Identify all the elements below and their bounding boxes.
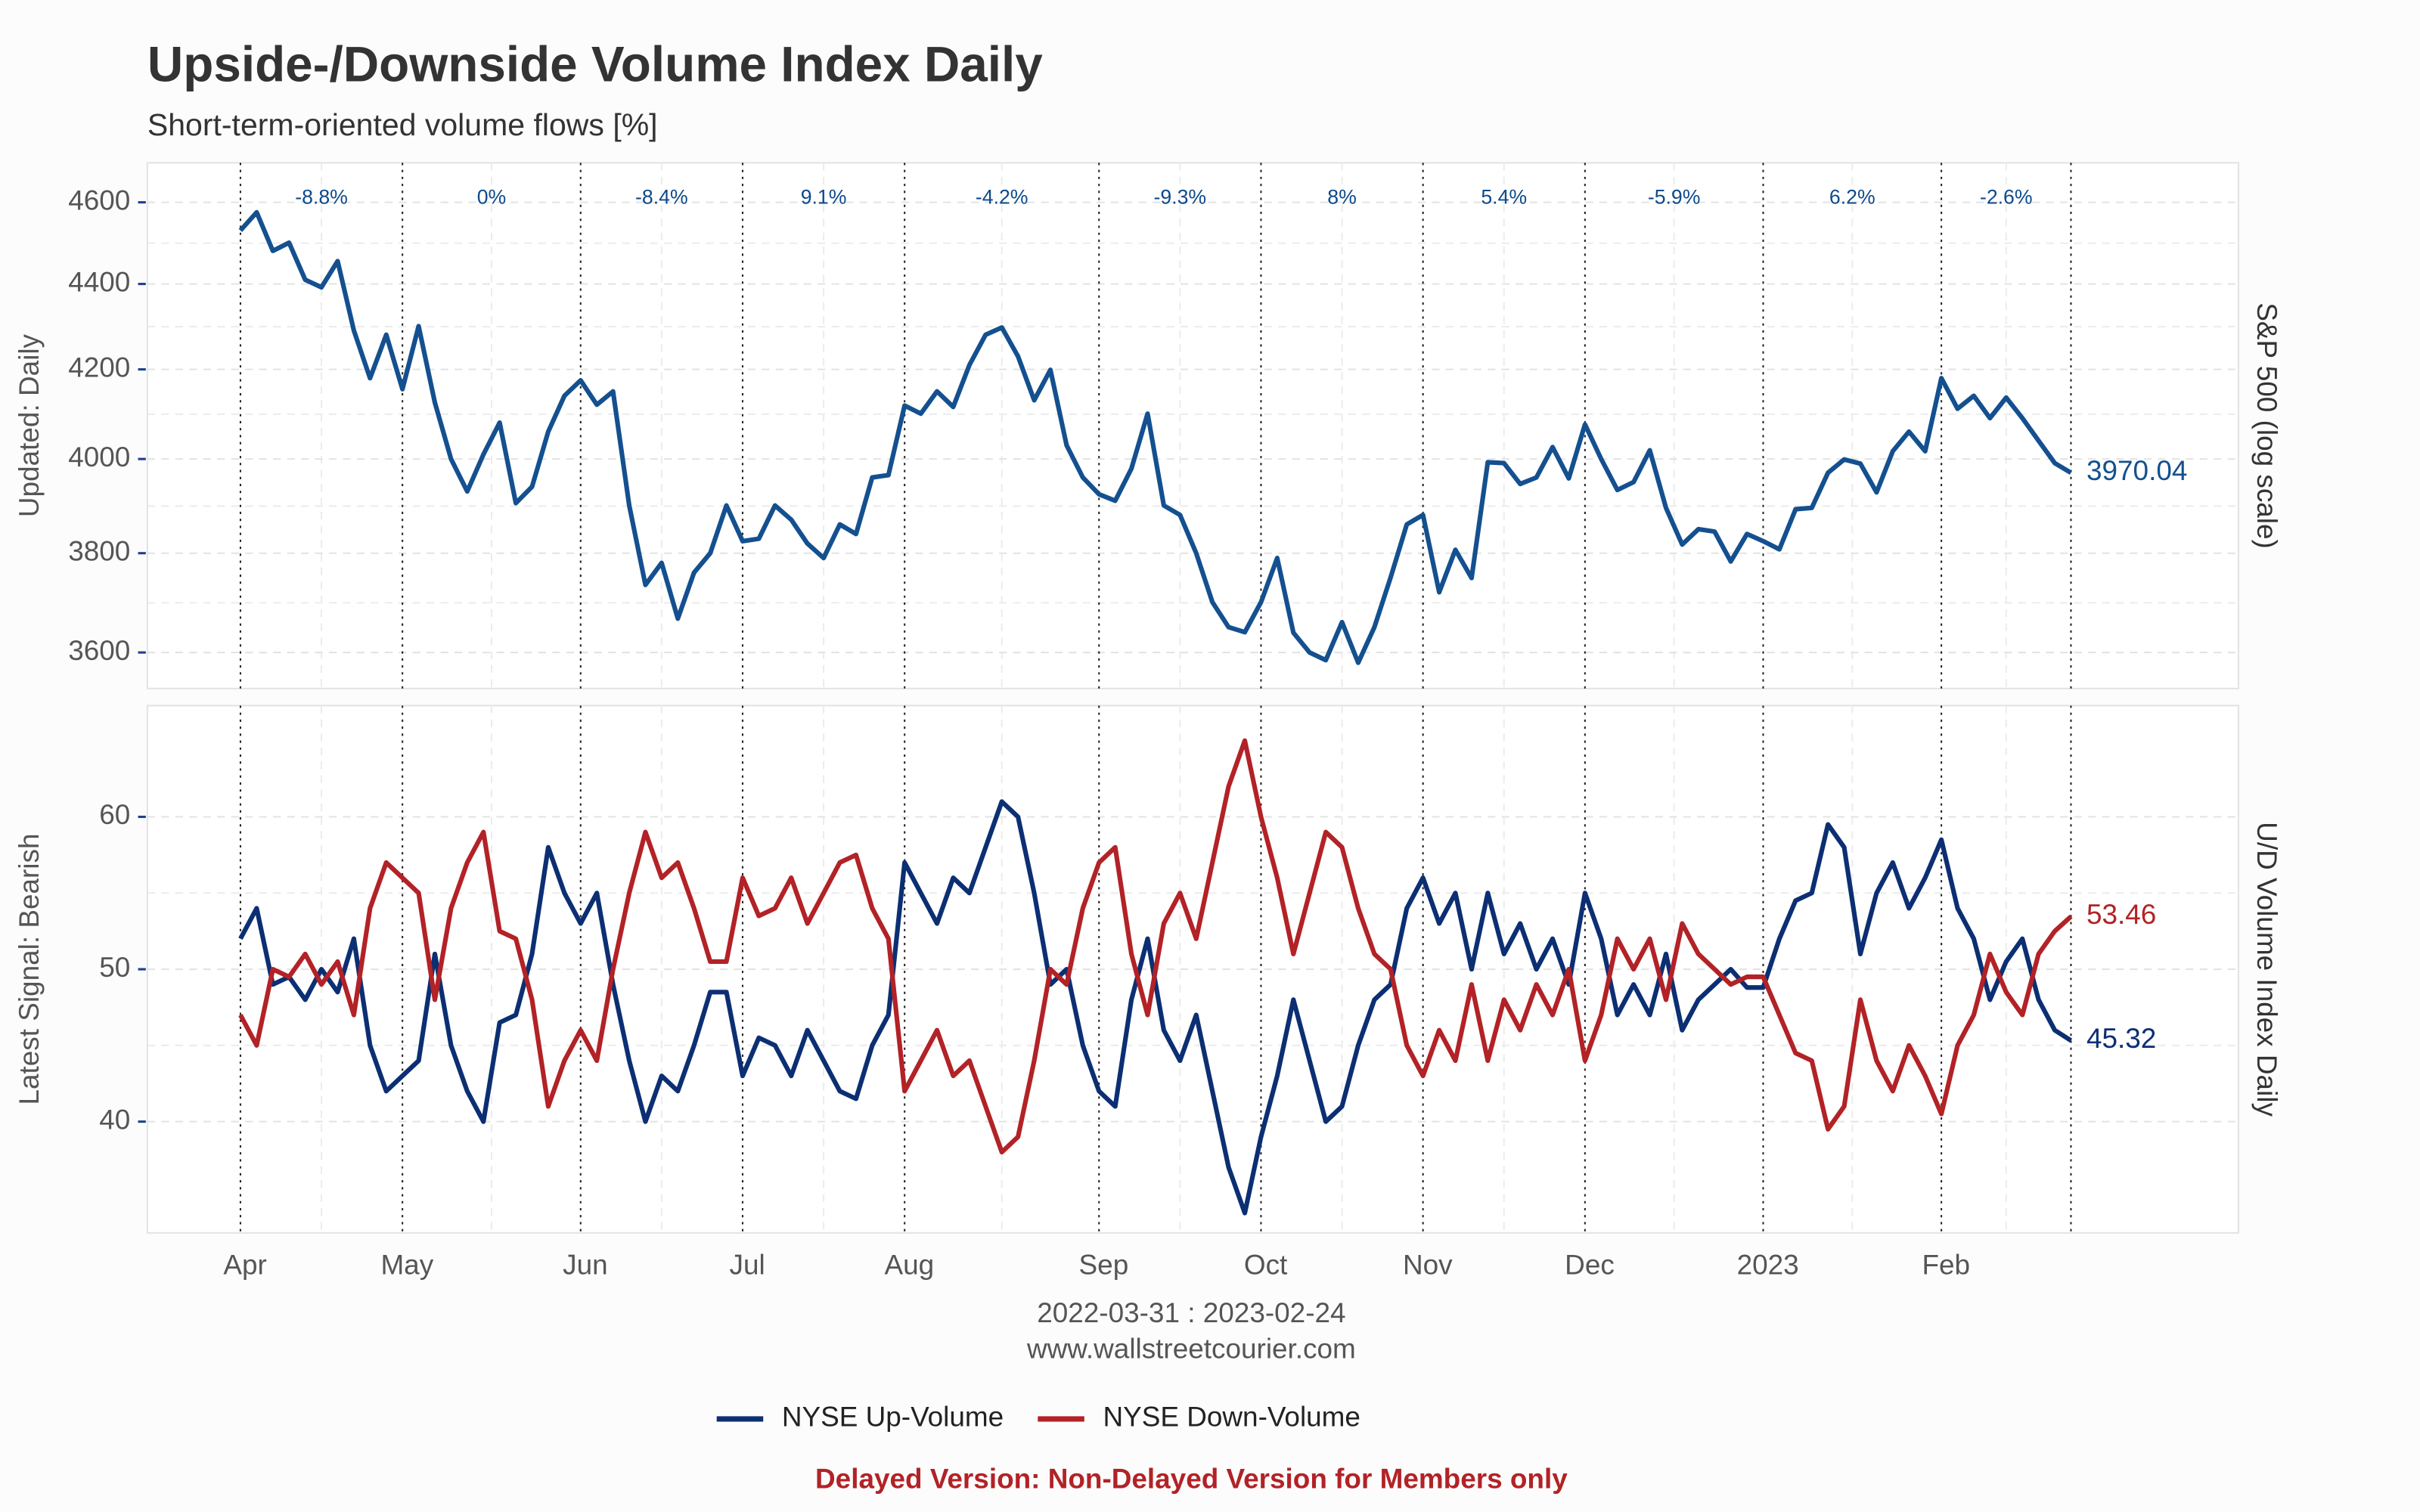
x-tick-label: Nov: [1403, 1250, 1453, 1281]
x-tick-label: May: [380, 1250, 433, 1281]
y-tick-label: 4400: [68, 266, 130, 297]
x-tick-label: Sep: [1079, 1250, 1129, 1281]
x-tick-label: Feb: [1922, 1250, 1970, 1281]
last-value-label: 53.46: [2086, 899, 2156, 930]
month-change: -5.9%: [1648, 186, 1701, 209]
x-tick-label: Jul: [730, 1250, 765, 1281]
y-tick-label: 40: [99, 1104, 130, 1135]
chart-subtitle: Short-term-oriented volume flows [%]: [147, 107, 658, 142]
x-tick-label: Jun: [563, 1250, 608, 1281]
month-change: -2.6%: [1980, 186, 2033, 209]
y-tick-label: 4600: [68, 184, 130, 215]
line: [238, 738, 2073, 1155]
y-tick-label: 60: [99, 799, 130, 830]
notice: Delayed Version: Non-Delayed Version for…: [815, 1464, 1568, 1495]
y-tick-label: 3800: [68, 535, 130, 566]
x-tick-label: Aug: [885, 1250, 935, 1281]
right-axis-label: S&P 500 (log scale): [2251, 302, 2282, 549]
month-change: 0%: [477, 186, 507, 209]
panel: [146, 162, 2240, 689]
month-change: 9.1%: [801, 186, 847, 209]
month-change: -8.4%: [635, 186, 688, 209]
month-change: 5.4%: [1481, 186, 1527, 209]
x-tick-label: 2023: [1737, 1250, 1799, 1281]
source: www.wallstreetcourier.com: [1026, 1333, 1356, 1364]
month-change: -4.2%: [976, 186, 1028, 209]
month-change: -9.3%: [1154, 186, 1207, 209]
y-axis-label: Latest Signal: Bearish: [14, 834, 45, 1105]
month-change: 6.2%: [1829, 186, 1876, 209]
y-tick-label: 50: [99, 952, 130, 983]
last-value-label: 3970.04: [2086, 455, 2187, 486]
y-tick-label: 4200: [68, 352, 130, 383]
y-axis-label: Updated: Daily: [14, 333, 45, 517]
y-tick-label: 3600: [68, 635, 130, 666]
x-tick-label: Dec: [1565, 1250, 1615, 1281]
panel: [146, 705, 2240, 1234]
x-tick-label: Oct: [1244, 1250, 1287, 1281]
month-change: 8%: [1327, 186, 1357, 209]
y-tick-label: 4000: [68, 442, 130, 472]
legend-label: NYSE Up-Volume: [782, 1402, 1004, 1433]
line: [238, 209, 2073, 665]
x-tick-label: Apr: [223, 1250, 266, 1281]
date-range: 2022-03-31 : 2023-02-24: [1037, 1297, 1345, 1328]
chart-title: Upside-/Downside Volume Index Daily: [147, 37, 1043, 92]
month-change: -8.8%: [295, 186, 348, 209]
legend-label: NYSE Down-Volume: [1103, 1402, 1360, 1433]
right-axis-label: U/D Volume Index Daily: [2251, 822, 2282, 1117]
last-value-label: 45.32: [2086, 1023, 2156, 1054]
